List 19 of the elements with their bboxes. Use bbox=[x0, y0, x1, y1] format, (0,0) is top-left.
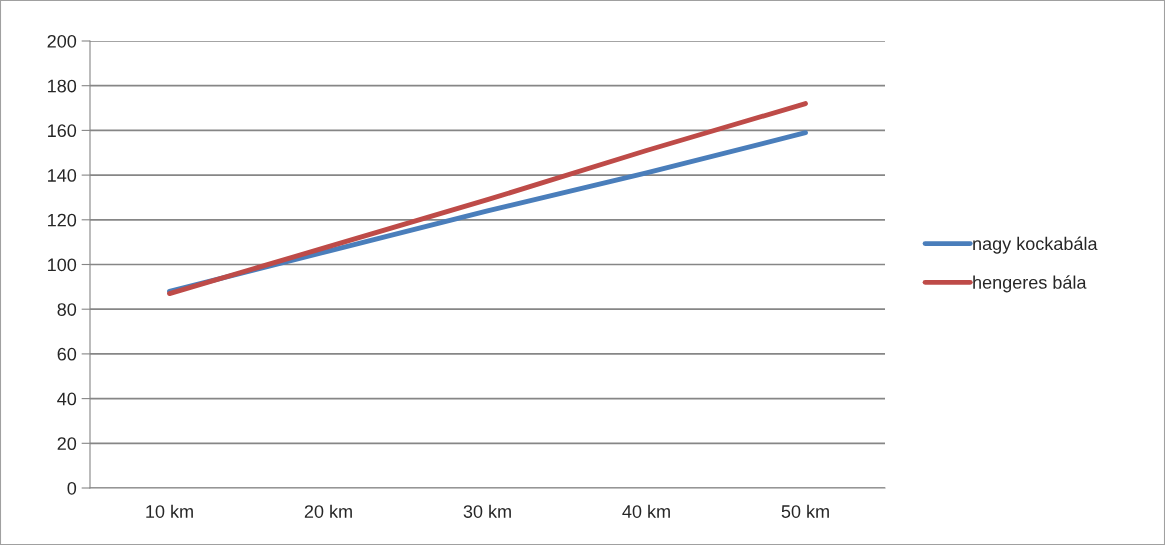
y-tick-label: 40 bbox=[57, 392, 77, 406]
x-tick-label: 10 km bbox=[146, 504, 193, 518]
y-tick-label: 100 bbox=[48, 258, 77, 272]
x-tick-label: 20 km bbox=[304, 504, 352, 518]
y-tick-label: 200 bbox=[47, 34, 77, 48]
y-tick-label: 140 bbox=[48, 169, 77, 182]
y-tick-label: 180 bbox=[48, 79, 77, 93]
y-tick-label: 160 bbox=[48, 124, 77, 138]
x-tick-label: 50 km bbox=[781, 504, 829, 518]
legend-label: nagy kockabála bbox=[973, 236, 1098, 254]
y-tick-label: 80 bbox=[57, 303, 77, 316]
y-tick-label: 0 bbox=[67, 481, 77, 495]
line-series bbox=[167, 101, 808, 296]
x-tick-label: 30 km bbox=[463, 504, 511, 518]
y-tick-label: 60 bbox=[57, 347, 77, 361]
y-tick-label: 120 bbox=[48, 213, 77, 227]
x-tick-label: 40 km bbox=[622, 504, 670, 518]
legend-label: hengeres bála bbox=[973, 275, 1087, 293]
y-tick-label: 20 bbox=[57, 437, 77, 451]
